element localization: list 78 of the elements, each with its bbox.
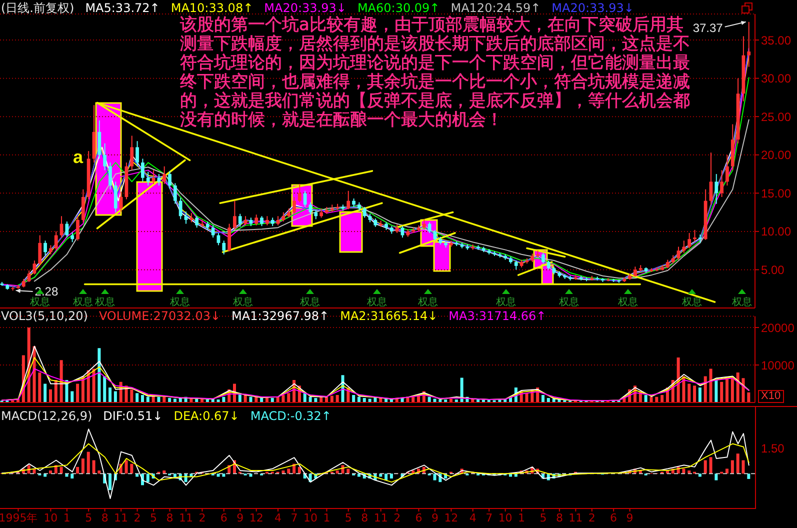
x-tick-label: 2 (198, 511, 206, 524)
chart-title: (日线.前复权) (1, 1, 74, 15)
x-tick-label: 11 (114, 511, 128, 524)
series-label: DIF:0.51↓ (103, 409, 163, 423)
text: 1.50 (761, 442, 785, 456)
annotation: a (72, 147, 84, 167)
x-tick-label: 7 (290, 511, 298, 524)
x-tick-label: 8 (166, 511, 174, 524)
x-tick-label: 2 (134, 511, 141, 524)
annotation: 权息 (681, 296, 702, 308)
x-tick-label: 9 (626, 511, 634, 524)
x-tick-label: 7 (486, 511, 493, 524)
annotation: 权息 (169, 296, 190, 308)
annotation: 权息 (366, 296, 387, 308)
x-tick-label: 5 (540, 511, 547, 524)
text: MA10:33.08↑ (170, 1, 254, 15)
x-tick-label: 5 (150, 511, 158, 524)
y-tick-label: 5.00 (761, 262, 785, 277)
y-tick-label: 20.00 (761, 148, 792, 162)
x-tick-label: 9 (431, 511, 438, 524)
chart-title: MACD(12,26,9) (1, 409, 92, 423)
x-tick-label: 6 (415, 511, 422, 524)
text: MACD:-0.32↑ (250, 409, 332, 423)
annotation: 权息 (495, 296, 516, 308)
annotation: 权息 (94, 296, 115, 308)
text: DEA:0.67↓ (174, 409, 240, 423)
text: X10 (758, 390, 784, 402)
text: MA1:32967.98↑ (232, 309, 330, 323)
x-tick-label: 11 (568, 511, 583, 524)
x-tick-label: 6 (610, 511, 618, 524)
annotation: 权息 (299, 296, 320, 308)
y-tick-label: 20000 (761, 320, 795, 335)
annotation: 该股的第一个坑a比较有趣，由于顶部震幅较大，在向下突破后用其测量下跌幅度，居然得到的是该股长期下跌后的底部区间，这点是不符合坑理论的，因为坑理论说的是下一个下跌空间，但它能测量出最终下跌空间，也属难得，其余坑是一个比一个小，符合坑规模是递减的，这就是我们常说的【反弹不是底，是底不反弹】，等什么机会都没有的时候，就是在酝酿一个最大的机会！ (180, 14, 691, 130)
x-tick-label: 11 (374, 511, 388, 524)
x-tick-label: 5 (85, 511, 92, 524)
y-tick-label: 15.00 (761, 186, 792, 200)
y-tick-label: 10000 (761, 358, 795, 372)
x-tick-label: 12 (249, 511, 264, 524)
x-tick-label: 8 (101, 511, 108, 524)
annotation: 权息 (29, 296, 50, 308)
x-tick-label: 4 (469, 511, 476, 524)
annotation: 权息 (731, 296, 752, 308)
y-tick-label: 10.00 (761, 224, 792, 239)
y-tick-label: 25.00 (761, 110, 792, 124)
text: MA20:33.93↓ (552, 1, 634, 15)
annotation: 权息 (72, 296, 93, 308)
annotation: 37.37 (692, 20, 724, 35)
text: MA60:30.09↑ (357, 1, 440, 15)
x-tick-label: 10 (44, 511, 58, 524)
x-tick-label: 1 (63, 511, 70, 524)
text: MA120:24.59↑ (450, 1, 541, 15)
x-tick-label: 1 (323, 511, 330, 524)
annotation: 权息 (558, 296, 579, 308)
x-tick-label: 2 (588, 511, 596, 524)
x-tick-label: 11 (179, 511, 193, 524)
x-tick-label: 1 (518, 511, 526, 524)
y-tick-label: 35.00 (761, 33, 792, 48)
x-tick-label: 5 (344, 511, 352, 524)
x-tick-label: 9 (236, 511, 244, 524)
x-tick-label: 4 (274, 511, 282, 524)
x-tick-label: 8 (361, 511, 368, 524)
x-tick-label: 10 (303, 511, 318, 524)
x-tick-label: 6 (220, 511, 228, 524)
y-tick-label: 30.00 (761, 72, 792, 86)
annotation: 权息 (617, 296, 638, 308)
annotation: 权息 (232, 296, 253, 308)
x-tick-label: 12 (444, 511, 458, 524)
x-tick-label: 2 (394, 511, 401, 524)
annotation: 权息 (417, 296, 438, 308)
chart-title: VOL3(5,10,20) (1, 309, 88, 323)
x-tick-label: 1995年 (0, 511, 38, 524)
text: VOLUME:27032.03↓ (98, 309, 221, 323)
text: MA20:33.93↓ (264, 1, 346, 15)
x-tick-label: 8 (556, 511, 563, 524)
text: MA3:31714.66↑ (448, 309, 546, 323)
text: MA2:31665.14↓ (340, 309, 438, 323)
text: MA5:33.72↑ (85, 1, 160, 15)
x-tick-label: 10 (498, 511, 512, 524)
